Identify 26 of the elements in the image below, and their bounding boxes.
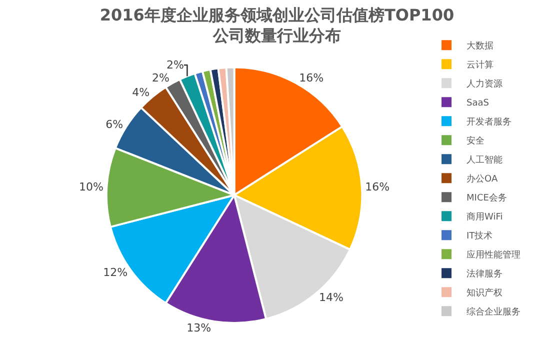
data-label: 2% [166, 58, 184, 72]
legend-label: SaaS [466, 98, 490, 109]
legend-label: 应用性能管理 [466, 250, 521, 261]
legend-label: 综合企业服务 [466, 306, 521, 318]
legend-label: 办公OA [466, 174, 498, 185]
legend-label: 开发者服务 [466, 116, 512, 128]
legend-label: IT技术 [466, 230, 493, 242]
legend-label: 云计算 [466, 60, 494, 71]
chart-title: 2016年度企业服务领域创业公司估值榜TOP100 公司数量行业分布 [100, 5, 454, 46]
legend-label: 人工智能 [466, 154, 503, 166]
data-label: 2% [152, 72, 170, 85]
legend-label: 商用WiFi [466, 212, 503, 223]
data-label: 13% [186, 321, 212, 334]
data-label: 4% [132, 86, 150, 100]
legend-label: 安全 [466, 136, 485, 147]
data-label: 10% [78, 180, 104, 194]
data-label: 14% [319, 291, 344, 304]
data-label: 16% [365, 180, 390, 194]
legend-label: 知识产权 [466, 288, 503, 299]
legend-label: MICE会务 [466, 192, 507, 204]
legend-label: 人力资源 [466, 78, 503, 90]
data-label: 12% [103, 266, 128, 280]
data-label: 6% [106, 118, 124, 132]
legend-label: 大数据 [466, 40, 494, 52]
data-label: 16% [299, 72, 324, 85]
legend-label: 法律服务 [466, 268, 503, 280]
